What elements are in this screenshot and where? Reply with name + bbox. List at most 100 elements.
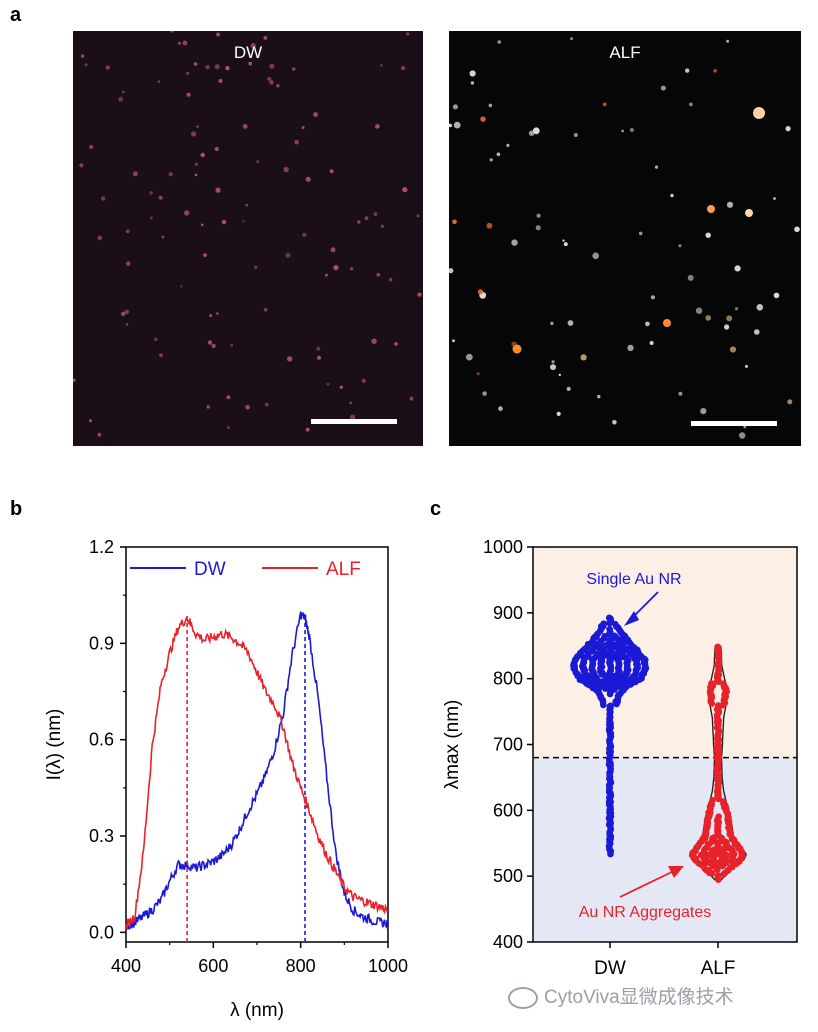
data-point-alf [729, 855, 736, 862]
series-line-dw [125, 611, 389, 931]
bright-particle [753, 107, 765, 119]
data-point-dw [606, 838, 613, 845]
data-point-alf [721, 695, 728, 702]
data-point-alf [720, 798, 727, 806]
data-point-alf [713, 706, 721, 713]
data-point-dw [576, 649, 584, 657]
particle [267, 76, 272, 81]
data-point-dw [606, 721, 613, 728]
data-point-alf [714, 652, 722, 659]
data-point-alf [725, 817, 732, 825]
particle [700, 408, 707, 415]
x-tick-label: ALF [701, 958, 736, 979]
data-point-alf [723, 686, 730, 693]
data-point-dw [607, 764, 614, 772]
particle [349, 401, 352, 405]
particle [305, 427, 310, 432]
data-point-dw [624, 646, 632, 653]
data-point-dw [607, 768, 614, 775]
data-point-alf [714, 653, 722, 661]
data-point-dw [612, 633, 619, 641]
particle [250, 42, 256, 49]
particle [214, 146, 219, 152]
data-point-dw [606, 795, 614, 802]
data-point-alf [700, 848, 708, 855]
bright-particle [707, 205, 715, 213]
data-point-dw [632, 666, 640, 674]
data-point-dw [598, 655, 606, 662]
particle [550, 321, 554, 325]
data-point-alf [703, 825, 710, 833]
data-point-dw [601, 643, 609, 650]
data-point-dw [606, 775, 613, 782]
data-point-dw [614, 679, 621, 687]
data-point-dw [607, 708, 614, 716]
data-point-dw [624, 637, 632, 645]
data-point-dw [605, 798, 613, 805]
data-point-alf [722, 684, 729, 691]
data-point-dw [614, 664, 622, 672]
data-point-alf [724, 816, 731, 823]
particle [394, 342, 398, 346]
data-point-dw [607, 730, 615, 737]
data-point-alf [728, 857, 736, 865]
data-point-dw [601, 633, 608, 640]
particle [245, 203, 249, 207]
data-point-alf [707, 809, 714, 816]
data-point-dw [607, 850, 614, 858]
data-point-alf [714, 716, 721, 724]
data-point-dw [616, 668, 623, 675]
data-point-alf [715, 645, 722, 652]
data-point-dw [593, 652, 601, 659]
data-point-alf [692, 847, 699, 855]
data-point-dw [621, 633, 629, 640]
data-point-dw [615, 662, 623, 669]
particle [294, 139, 299, 145]
data-point-alf [724, 810, 732, 817]
particle [364, 216, 369, 221]
data-point-alf [720, 838, 728, 845]
panel-label-c: c [430, 498, 442, 520]
data-point-dw [624, 636, 632, 644]
panel-label-b: b [10, 498, 23, 520]
data-point-alf [699, 862, 706, 869]
data-point-dw [617, 689, 625, 697]
particle [482, 391, 487, 396]
data-point-dw [623, 659, 631, 667]
data-point-dw [606, 785, 613, 792]
micrograph-dw: DW [73, 31, 423, 446]
scale-bar [691, 421, 777, 426]
data-point-alf [705, 813, 712, 820]
data-point-dw [606, 660, 614, 668]
data-point-dw [606, 847, 614, 855]
x-axis-label: λ (nm) [230, 1000, 284, 1021]
data-point-dw [607, 667, 614, 675]
particle [532, 127, 540, 135]
micrograph-label-alf: ALF [609, 43, 641, 62]
data-point-alf [708, 694, 715, 701]
data-point-dw [612, 620, 619, 628]
data-point-alf [724, 843, 731, 850]
data-point-dw [597, 665, 604, 672]
data-point-alf [702, 845, 709, 853]
data-point-dw [570, 665, 578, 672]
data-point-dw [607, 664, 615, 671]
data-point-dw [615, 638, 622, 646]
data-point-dw [601, 643, 609, 651]
data-point-alf [718, 853, 726, 860]
data-point-dw [593, 675, 600, 682]
data-point-dw [579, 647, 586, 655]
data-point-alf [694, 843, 702, 850]
data-point-dw [615, 658, 623, 666]
data-point-dw [642, 665, 650, 672]
data-point-dw [579, 661, 587, 668]
data-point-dw [610, 653, 618, 661]
particle [705, 232, 711, 238]
background [449, 31, 801, 446]
particle [125, 229, 130, 234]
particle [729, 346, 737, 353]
data-point-dw [605, 814, 613, 822]
data-point-dw [590, 670, 598, 678]
particle [649, 341, 654, 345]
data-point-alf [689, 849, 697, 856]
